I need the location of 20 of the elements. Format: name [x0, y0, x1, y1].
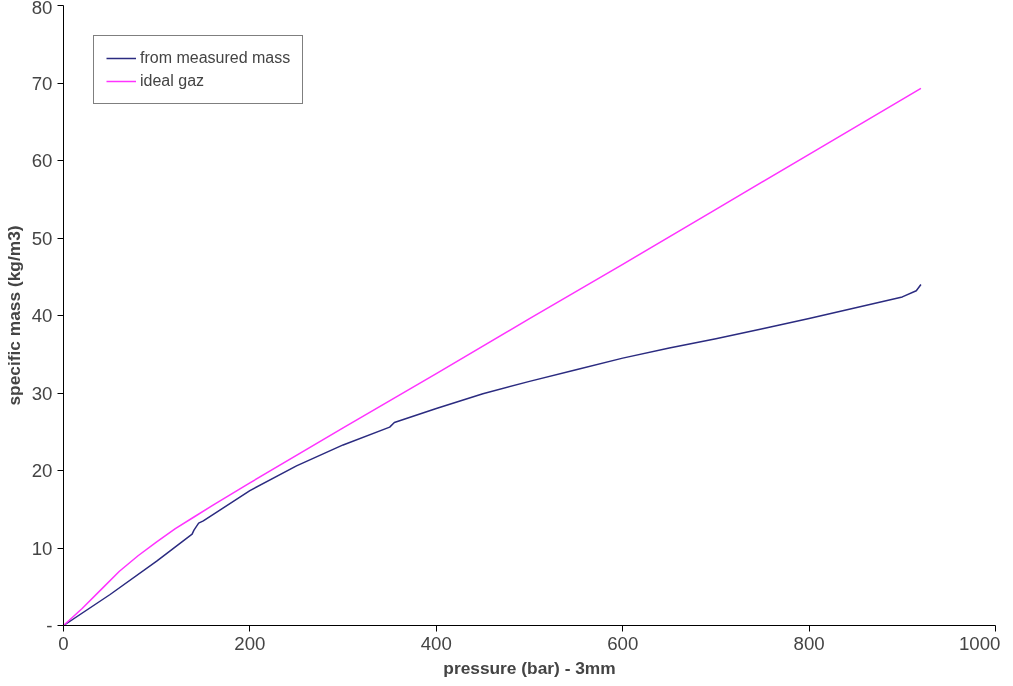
y-tick-label: 80 — [31, 0, 53, 18]
y-axis-title: specific mass (kg/m3) — [3, 225, 24, 406]
y-tick-label: 20 — [31, 460, 53, 481]
x-tick-label: 800 — [793, 632, 825, 654]
y-tick-label: 30 — [31, 382, 53, 404]
y-tick-label: 10 — [31, 537, 53, 559]
legend-label: ideal gaz — [140, 72, 205, 90]
x-tick-label: 200 — [234, 632, 266, 654]
y-tick-label: 50 — [31, 227, 53, 249]
y-tick-label: 70 — [31, 72, 53, 94]
line-series — [63, 87, 922, 626]
x-tick-label: 1000 — [959, 632, 1001, 654]
legend-label: from measured mass — [140, 49, 291, 67]
y-tick-label: 40 — [31, 305, 53, 326]
x-axis-title: pressure (bar) - 3mm — [443, 657, 616, 678]
x-tick-label: 0 — [58, 632, 69, 654]
y-tick-label: - — [46, 615, 53, 636]
x-tick-label: 400 — [420, 632, 452, 654]
x-tick-label: 600 — [607, 632, 639, 654]
y-tick-label: 60 — [31, 150, 53, 171]
